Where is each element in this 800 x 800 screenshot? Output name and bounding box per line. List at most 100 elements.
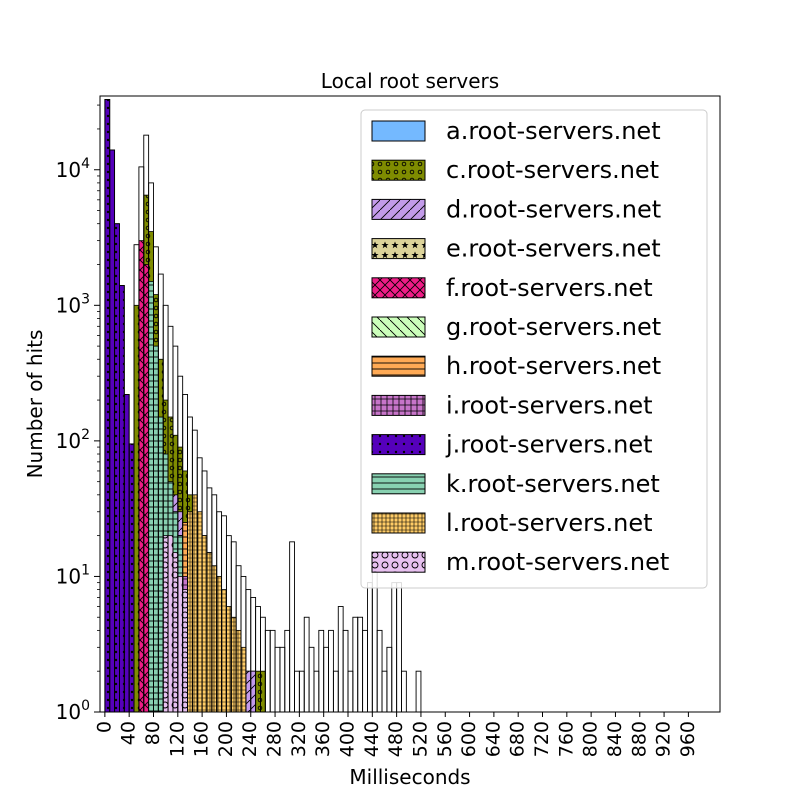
legend-item: g.root-servers.net (371, 313, 661, 341)
chart-title: Local root servers (321, 69, 499, 93)
x-tick-label: 640 (482, 721, 504, 757)
bar-hatch (109, 149, 115, 712)
legend-swatch-hatch (372, 160, 425, 181)
bar-total (401, 670, 407, 712)
bar-total (332, 670, 339, 712)
bar-hatch (153, 346, 159, 712)
bar-total (294, 670, 300, 712)
bar-total (386, 646, 393, 712)
bar-total (391, 582, 398, 712)
x-tick-label: 880 (628, 721, 650, 757)
legend-swatch-hatch (372, 277, 425, 298)
legend-box (360, 109, 708, 589)
bar-hatch (119, 285, 125, 712)
x-tick-label: 920 (653, 721, 675, 757)
legend-label: c.root-servers.net (446, 156, 659, 184)
legend-swatch-hatch (372, 473, 425, 494)
bar-total (313, 670, 320, 712)
bar-hatch (172, 552, 178, 712)
legend-item: k.root-servers.net (371, 470, 660, 498)
bar-total (264, 629, 271, 712)
bar-hatch (260, 671, 266, 712)
bar-total (357, 616, 364, 712)
bar-hatch (148, 281, 154, 712)
x-tick-label: 400 (337, 721, 359, 757)
x-axis-ticks: 0 40 80 120 160 200 240 280 320 360 400 440 480 520 56… (93, 712, 699, 757)
y-tick-label: 103 (56, 291, 90, 317)
legend-swatch-hatch (372, 199, 425, 220)
bar-total (362, 629, 368, 712)
x-tick-label: 200 (215, 721, 237, 757)
bar-total (337, 606, 344, 712)
bar-hatch (177, 576, 183, 712)
bar-hatch (114, 223, 120, 712)
x-tick-label: 840 (604, 721, 626, 757)
x-tick-label: 800 (580, 721, 602, 757)
bar-hatch (206, 552, 212, 712)
bar-total (367, 582, 373, 712)
histogram-bars (104, 99, 422, 712)
bar-total (298, 670, 305, 712)
legend-label: a.root-servers.net (446, 117, 661, 145)
x-tick-label: 680 (507, 721, 529, 757)
x-tick-label: 720 (531, 721, 553, 757)
bar-hatch (211, 565, 217, 712)
bar-hatch (216, 576, 222, 712)
legend-label: g.root-servers.net (446, 313, 661, 341)
legend-label: i.root-servers.net (446, 391, 653, 419)
legend-item: h.root-servers.net (371, 352, 661, 380)
bar-hatch (129, 443, 135, 712)
bar-total (381, 670, 388, 712)
x-tick-label: 960 (677, 721, 699, 757)
legend-label: f.root-servers.net (446, 274, 653, 302)
bar-hatch (104, 99, 110, 712)
bar-total (396, 582, 402, 712)
legend-swatch-hatch (372, 238, 425, 259)
bar-hatch (250, 671, 256, 712)
x-tick-label: 520 (409, 721, 431, 757)
bar-hatch (138, 240, 144, 712)
x-tick-label: 80 (142, 721, 164, 745)
legend-swatch-hatch (372, 552, 425, 573)
x-axis-label: Milliseconds (349, 765, 470, 789)
x-tick-label: 160 (191, 721, 213, 757)
bar-hatch (124, 394, 130, 712)
x-tick-label: 0 (93, 721, 115, 733)
x-tick-label: 440 (361, 721, 383, 757)
legend-swatch-hatch (372, 434, 425, 455)
legend-swatch-hatch (372, 513, 425, 533)
bar-total (303, 616, 310, 712)
plot-frame (99, 95, 721, 713)
bar-hatch (231, 617, 237, 712)
legend-item: e.root-servers.net (371, 235, 661, 263)
bar-total (289, 541, 295, 712)
bar-hatch (197, 511, 203, 712)
x-tick-label: 360 (312, 721, 334, 757)
bar-total (308, 646, 315, 712)
legend-item: l.root-servers.net (371, 509, 653, 537)
x-tick-label: 120 (166, 721, 188, 757)
x-tick-label: 280 (264, 721, 286, 757)
legend-label: m.root-servers.net (446, 548, 669, 576)
bar-hatch (182, 589, 188, 712)
y-tick-label: 100 (56, 698, 90, 724)
bar-total (269, 629, 276, 712)
x-tick-label: 240 (239, 721, 261, 757)
legend-swatch-hatch (372, 356, 425, 377)
legend-item: d.root-servers.net (371, 195, 661, 223)
bar-hatch (158, 417, 164, 712)
bar-hatch (245, 671, 251, 712)
bar-hatch (221, 589, 227, 712)
legend-swatch-hatch (372, 395, 425, 416)
bar-total (347, 670, 354, 712)
bar-hatch (187, 511, 193, 712)
legend: a.root-servers.net c.root-servers.net d.ro… (360, 109, 708, 589)
legend-label: l.root-servers.net (446, 509, 653, 537)
y-tick-label: 104 (56, 156, 90, 182)
legend-swatch (371, 120, 426, 142)
y-tick-label: 102 (56, 427, 90, 453)
bar-hatch (202, 535, 207, 712)
bar-hatch (236, 630, 242, 712)
legend-label: j.root-servers.net (445, 431, 653, 459)
legend-label: h.root-servers.net (446, 352, 661, 380)
